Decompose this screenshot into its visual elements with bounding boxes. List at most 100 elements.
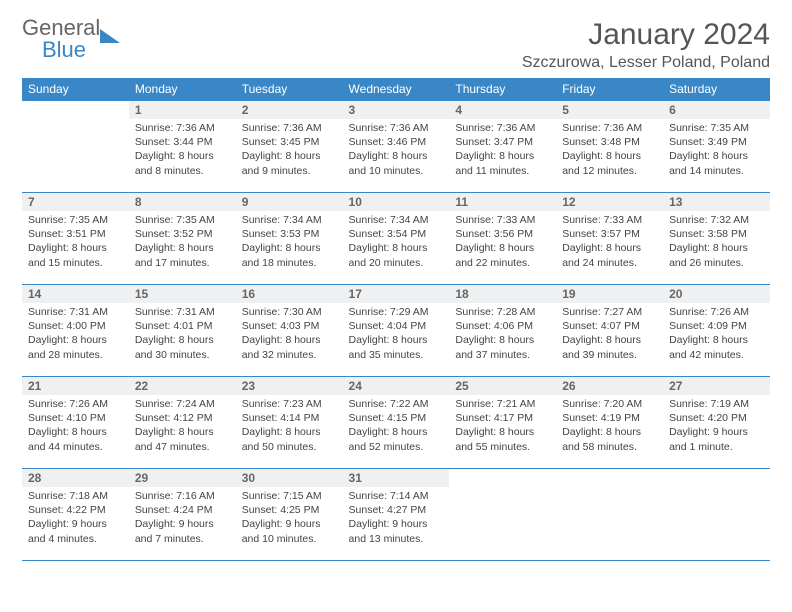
- month-title: January 2024: [522, 18, 770, 52]
- sunset-line: Sunset: 4:07 PM: [562, 319, 657, 333]
- weekday-header: Saturday: [663, 78, 770, 101]
- day-number: 15: [129, 285, 236, 303]
- sunrise-line: Sunrise: 7:34 AM: [349, 213, 444, 227]
- calendar-week-row: 28Sunrise: 7:18 AMSunset: 4:22 PMDayligh…: [22, 469, 770, 561]
- sunrise-line: Sunrise: 7:33 AM: [562, 213, 657, 227]
- calendar-table: Sunday Monday Tuesday Wednesday Thursday…: [22, 78, 770, 561]
- calendar-day-cell: 30Sunrise: 7:15 AMSunset: 4:25 PMDayligh…: [236, 469, 343, 561]
- sunset-line: Sunset: 4:04 PM: [349, 319, 444, 333]
- sunset-line: Sunset: 4:25 PM: [242, 503, 337, 517]
- day-number: 13: [663, 193, 770, 211]
- sunset-line: Sunset: 4:27 PM: [349, 503, 444, 517]
- day-number: 6: [663, 101, 770, 119]
- weekday-header: Sunday: [22, 78, 129, 101]
- calendar-day-cell: 10Sunrise: 7:34 AMSunset: 3:54 PMDayligh…: [343, 193, 450, 285]
- calendar-day-cell: 20Sunrise: 7:26 AMSunset: 4:09 PMDayligh…: [663, 285, 770, 377]
- calendar-day-cell: 17Sunrise: 7:29 AMSunset: 4:04 PMDayligh…: [343, 285, 450, 377]
- day-number: 17: [343, 285, 450, 303]
- day-details: Sunrise: 7:20 AMSunset: 4:19 PMDaylight:…: [556, 395, 663, 458]
- calendar-day-cell: 22Sunrise: 7:24 AMSunset: 4:12 PMDayligh…: [129, 377, 236, 469]
- day-details: Sunrise: 7:23 AMSunset: 4:14 PMDaylight:…: [236, 395, 343, 458]
- day-number: 4: [449, 101, 556, 119]
- day-details: Sunrise: 7:27 AMSunset: 4:07 PMDaylight:…: [556, 303, 663, 366]
- daylight-line: Daylight: 8 hours and 55 minutes.: [455, 425, 550, 453]
- sunrise-line: Sunrise: 7:15 AM: [242, 489, 337, 503]
- sunset-line: Sunset: 3:46 PM: [349, 135, 444, 149]
- calendar-day-cell: 1Sunrise: 7:36 AMSunset: 3:44 PMDaylight…: [129, 101, 236, 193]
- sunrise-line: Sunrise: 7:36 AM: [349, 121, 444, 135]
- day-details: Sunrise: 7:21 AMSunset: 4:17 PMDaylight:…: [449, 395, 556, 458]
- sunset-line: Sunset: 4:22 PM: [28, 503, 123, 517]
- day-details: Sunrise: 7:30 AMSunset: 4:03 PMDaylight:…: [236, 303, 343, 366]
- day-details: Sunrise: 7:26 AMSunset: 4:10 PMDaylight:…: [22, 395, 129, 458]
- sunrise-line: Sunrise: 7:31 AM: [135, 305, 230, 319]
- day-number: 9: [236, 193, 343, 211]
- daylight-line: Daylight: 8 hours and 10 minutes.: [349, 149, 444, 177]
- sunset-line: Sunset: 4:10 PM: [28, 411, 123, 425]
- title-block: January 2024 Szczurowa, Lesser Poland, P…: [522, 18, 770, 72]
- day-number: 29: [129, 469, 236, 487]
- day-number: 14: [22, 285, 129, 303]
- sunset-line: Sunset: 4:00 PM: [28, 319, 123, 333]
- sunrise-line: Sunrise: 7:28 AM: [455, 305, 550, 319]
- sunset-line: Sunset: 4:09 PM: [669, 319, 764, 333]
- location-subtitle: Szczurowa, Lesser Poland, Poland: [522, 54, 770, 72]
- sunset-line: Sunset: 3:45 PM: [242, 135, 337, 149]
- sunrise-line: Sunrise: 7:33 AM: [455, 213, 550, 227]
- daylight-line: Daylight: 8 hours and 42 minutes.: [669, 333, 764, 361]
- day-number: 11: [449, 193, 556, 211]
- daylight-line: Daylight: 8 hours and 52 minutes.: [349, 425, 444, 453]
- calendar-day-cell: 2Sunrise: 7:36 AMSunset: 3:45 PMDaylight…: [236, 101, 343, 193]
- day-number: 31: [343, 469, 450, 487]
- sunset-line: Sunset: 4:19 PM: [562, 411, 657, 425]
- header: General Blue January 2024 Szczurowa, Les…: [22, 18, 770, 72]
- day-details: Sunrise: 7:16 AMSunset: 4:24 PMDaylight:…: [129, 487, 236, 550]
- day-details: Sunrise: 7:26 AMSunset: 4:09 PMDaylight:…: [663, 303, 770, 366]
- day-number: 3: [343, 101, 450, 119]
- sunrise-line: Sunrise: 7:36 AM: [562, 121, 657, 135]
- sunset-line: Sunset: 4:14 PM: [242, 411, 337, 425]
- day-number: 25: [449, 377, 556, 395]
- sunrise-line: Sunrise: 7:35 AM: [669, 121, 764, 135]
- day-details: Sunrise: 7:14 AMSunset: 4:27 PMDaylight:…: [343, 487, 450, 550]
- sunrise-line: Sunrise: 7:21 AM: [455, 397, 550, 411]
- sunset-line: Sunset: 3:51 PM: [28, 227, 123, 241]
- sunrise-line: Sunrise: 7:36 AM: [242, 121, 337, 135]
- day-number: 26: [556, 377, 663, 395]
- sunset-line: Sunset: 3:56 PM: [455, 227, 550, 241]
- day-details: Sunrise: 7:24 AMSunset: 4:12 PMDaylight:…: [129, 395, 236, 458]
- sunset-line: Sunset: 3:54 PM: [349, 227, 444, 241]
- daylight-line: Daylight: 8 hours and 28 minutes.: [28, 333, 123, 361]
- day-details: Sunrise: 7:31 AMSunset: 4:01 PMDaylight:…: [129, 303, 236, 366]
- weekday-header: Monday: [129, 78, 236, 101]
- logo-word-blue: Blue: [42, 40, 100, 61]
- calendar-day-cell: 4Sunrise: 7:36 AMSunset: 3:47 PMDaylight…: [449, 101, 556, 193]
- sunrise-line: Sunrise: 7:22 AM: [349, 397, 444, 411]
- calendar-day-cell: 21Sunrise: 7:26 AMSunset: 4:10 PMDayligh…: [22, 377, 129, 469]
- day-number: 24: [343, 377, 450, 395]
- day-number: 1: [129, 101, 236, 119]
- sunset-line: Sunset: 3:52 PM: [135, 227, 230, 241]
- logo-text-block: General Blue: [22, 18, 100, 61]
- calendar-day-cell: 12Sunrise: 7:33 AMSunset: 3:57 PMDayligh…: [556, 193, 663, 285]
- calendar-week-row: 1Sunrise: 7:36 AMSunset: 3:44 PMDaylight…: [22, 101, 770, 193]
- calendar-day-cell: 28Sunrise: 7:18 AMSunset: 4:22 PMDayligh…: [22, 469, 129, 561]
- day-details: Sunrise: 7:34 AMSunset: 3:54 PMDaylight:…: [343, 211, 450, 274]
- sunrise-line: Sunrise: 7:19 AM: [669, 397, 764, 411]
- daylight-line: Daylight: 8 hours and 24 minutes.: [562, 241, 657, 269]
- calendar-day-cell: 26Sunrise: 7:20 AMSunset: 4:19 PMDayligh…: [556, 377, 663, 469]
- daylight-line: Daylight: 8 hours and 37 minutes.: [455, 333, 550, 361]
- calendar-day-cell: [663, 469, 770, 561]
- day-number: 8: [129, 193, 236, 211]
- daylight-line: Daylight: 8 hours and 22 minutes.: [455, 241, 550, 269]
- day-details: Sunrise: 7:18 AMSunset: 4:22 PMDaylight:…: [22, 487, 129, 550]
- day-details: Sunrise: 7:36 AMSunset: 3:46 PMDaylight:…: [343, 119, 450, 182]
- sunset-line: Sunset: 3:47 PM: [455, 135, 550, 149]
- sunrise-line: Sunrise: 7:35 AM: [28, 213, 123, 227]
- sunset-line: Sunset: 4:20 PM: [669, 411, 764, 425]
- calendar-day-cell: 7Sunrise: 7:35 AMSunset: 3:51 PMDaylight…: [22, 193, 129, 285]
- calendar-day-cell: 9Sunrise: 7:34 AMSunset: 3:53 PMDaylight…: [236, 193, 343, 285]
- day-details: Sunrise: 7:35 AMSunset: 3:52 PMDaylight:…: [129, 211, 236, 274]
- day-details: Sunrise: 7:35 AMSunset: 3:49 PMDaylight:…: [663, 119, 770, 182]
- sunrise-line: Sunrise: 7:14 AM: [349, 489, 444, 503]
